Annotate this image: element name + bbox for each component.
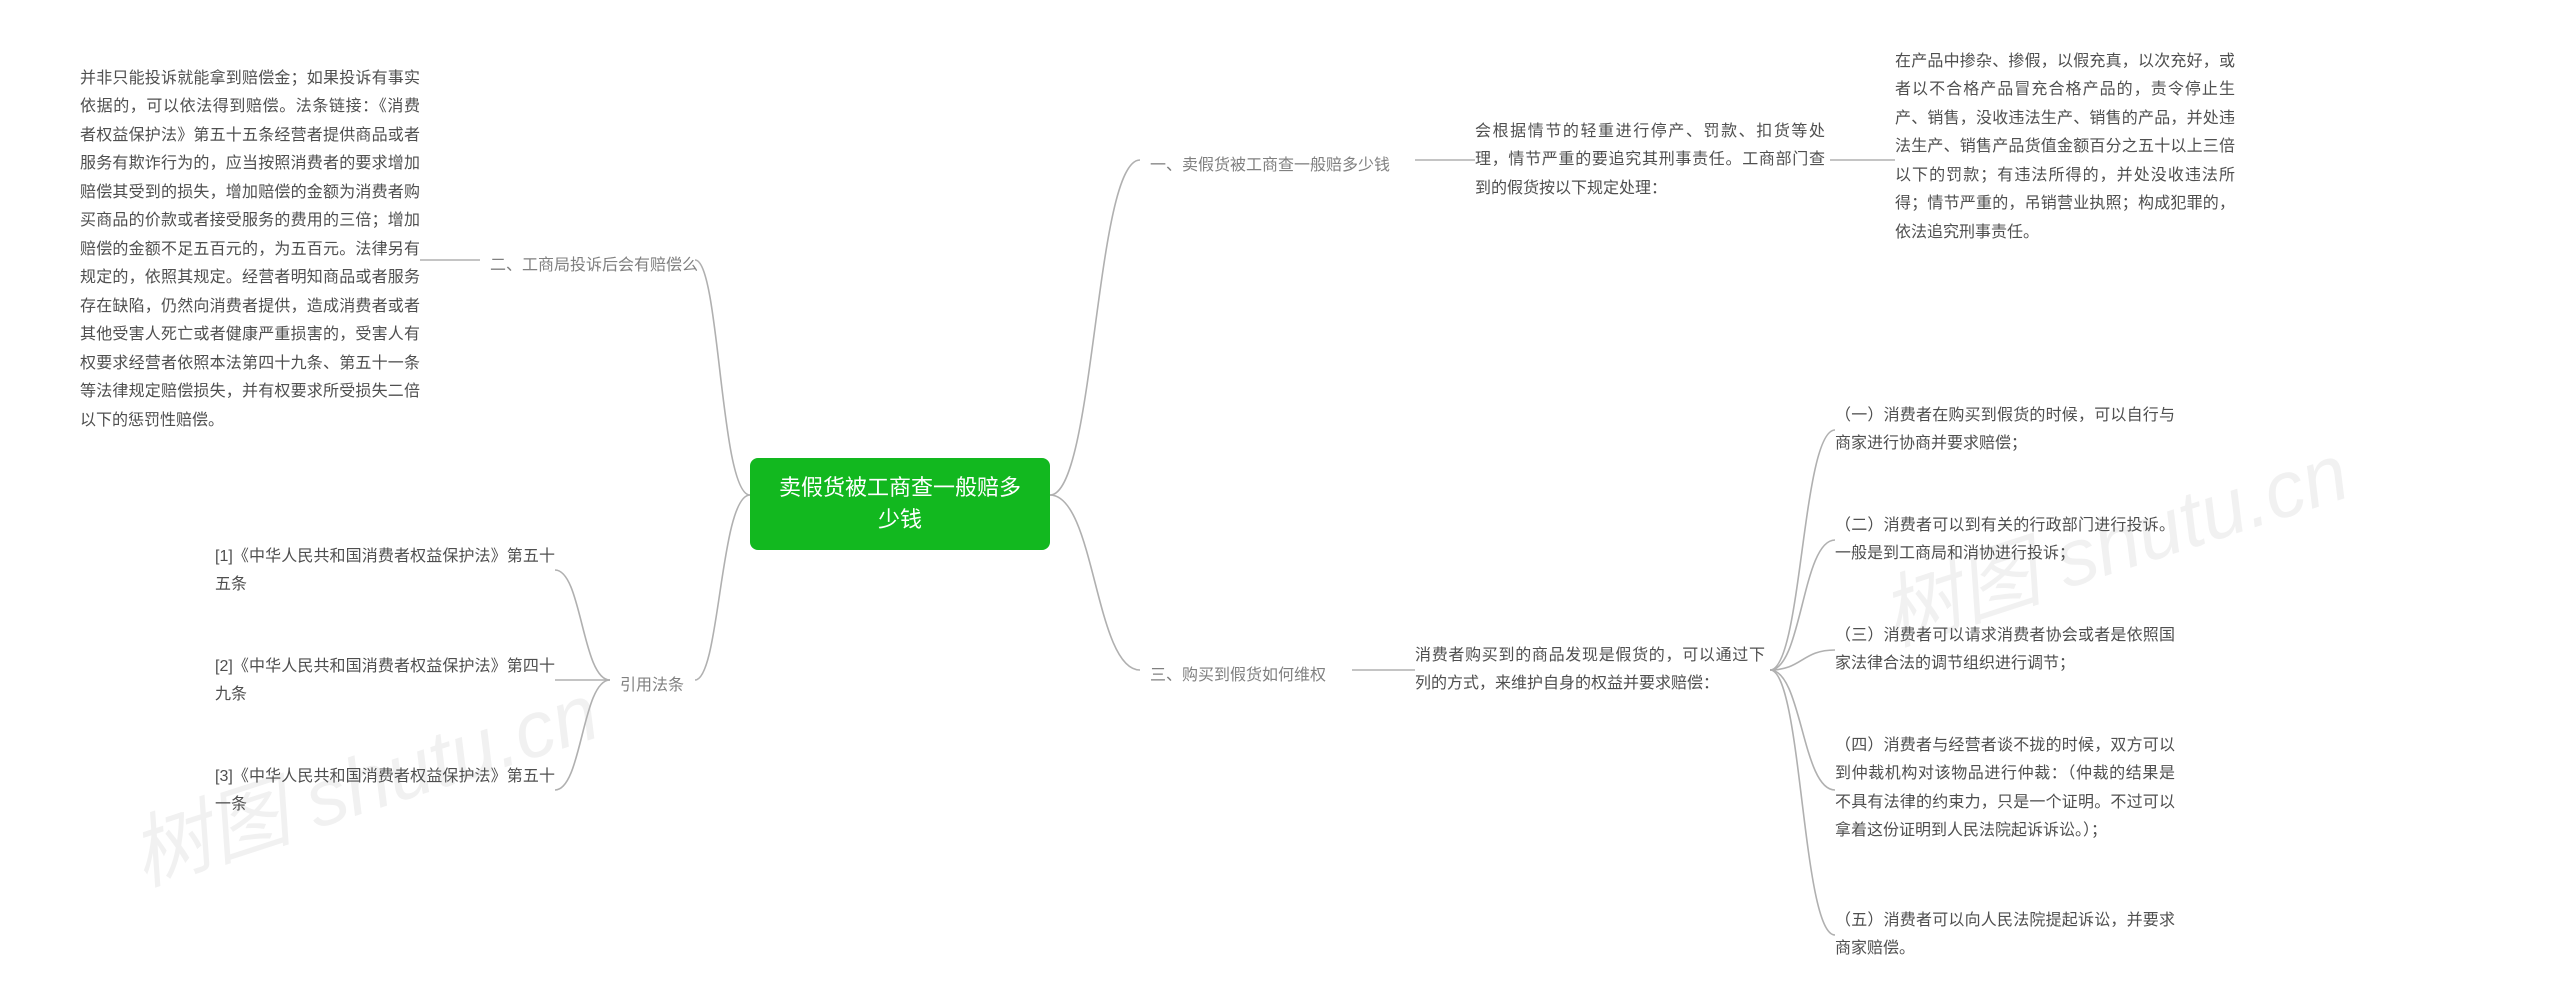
branch-3-leaf-1: （一）消费者在购买到假货的时候，可以自行与商家进行协商并要求赔偿； bbox=[1835, 402, 2175, 459]
branch-cite-label[interactable]: 引用法条 bbox=[610, 668, 694, 704]
branch-1-label[interactable]: 一、卖假货被工商查一般赔多少钱 bbox=[1140, 148, 1400, 184]
branch-3-leaf-3: （三）消费者可以请求消费者协会或者是依照国家法律合法的调节组织进行调节； bbox=[1835, 622, 2175, 679]
cite-leaf-1: [1]《中华人民共和国消费者权益保护法》第五十五条 bbox=[215, 543, 555, 600]
branch-3-leaf-4: （四）消费者与经营者谈不拢的时候，双方可以到仲裁机构对该物品进行仲裁：（仲裁的结… bbox=[1835, 732, 2175, 846]
branch-3-sub: 消费者购买到的商品发现是假货的，可以通过下列的方式，来维护自身的权益并要求赔偿： bbox=[1415, 642, 1765, 699]
cite-leaf-3: [3]《中华人民共和国消费者权益保护法》第五十一条 bbox=[215, 763, 555, 820]
branch-3-leaf-2: （二）消费者可以到有关的行政部门进行投诉。一般是到工商局和消协进行投诉； bbox=[1835, 512, 2175, 569]
center-topic[interactable]: 卖假货被工商查一般赔多少钱 bbox=[750, 458, 1050, 550]
branch-3-leaf-5: （五）消费者可以向人民法院提起诉讼，并要求商家赔偿。 bbox=[1835, 907, 2175, 964]
cite-leaf-2: [2]《中华人民共和国消费者权益保护法》第四十九条 bbox=[215, 653, 555, 710]
branch-1-sub: 会根据情节的轻重进行停产、罚款、扣货等处理，情节严重的要追究其刑事责任。工商部门… bbox=[1475, 118, 1825, 203]
branch-2-leaf: 并非只能投诉就能拿到赔偿金；如果投诉有事实依据的，可以依法得到赔偿。法条链接：《… bbox=[80, 65, 420, 435]
mindmap-canvas: 树图 shutu.cn 树图 shutu.cn bbox=[0, 0, 2560, 1005]
branch-1-leaf: 在产品中掺杂、掺假，以假充真，以次充好，或者以不合格产品冒充合格产品的，责令停止… bbox=[1895, 48, 2235, 247]
branch-2-label[interactable]: 二、工商局投诉后会有赔偿么 bbox=[480, 248, 708, 284]
branch-3-label[interactable]: 三、购买到假货如何维权 bbox=[1140, 658, 1336, 694]
